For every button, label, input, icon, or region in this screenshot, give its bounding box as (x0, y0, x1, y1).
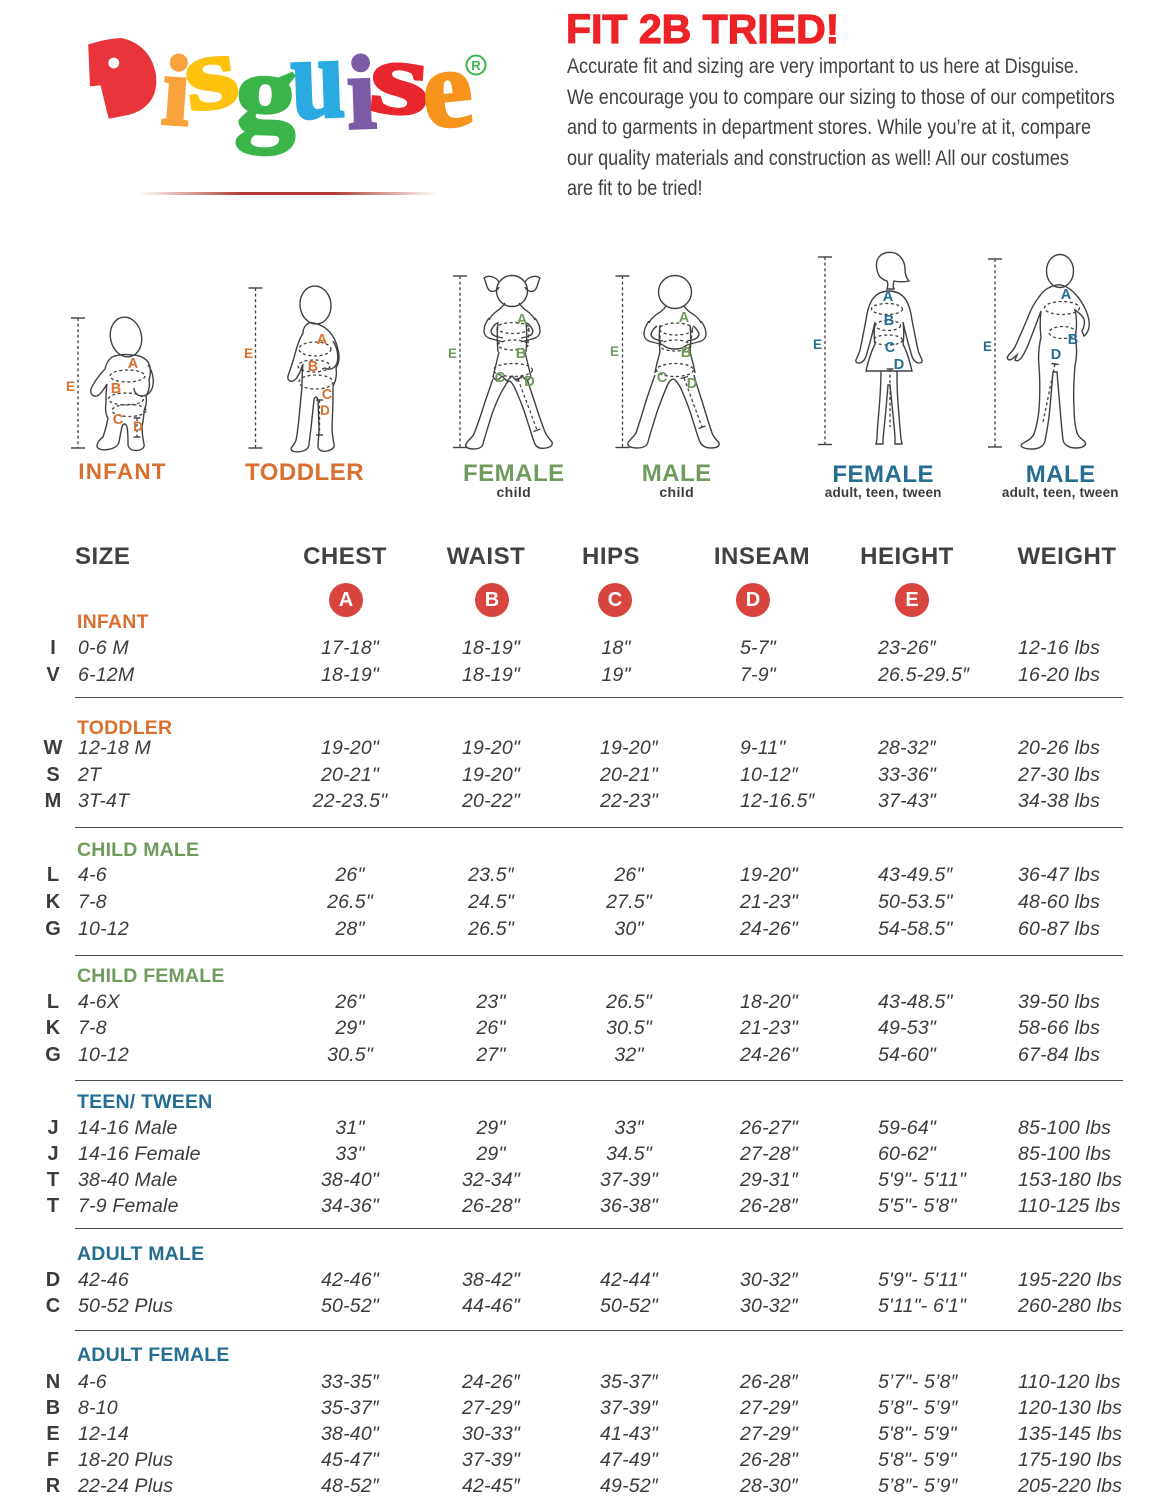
svg-text:s: s (367, 19, 434, 138)
svg-text:A: A (128, 356, 139, 372)
svg-text:A: A (883, 289, 894, 305)
svg-text:E: E (244, 346, 253, 361)
svg-text:E: E (610, 344, 619, 359)
svg-text:A: A (317, 332, 328, 348)
svg-text:C: C (657, 370, 668, 386)
svg-text:g: g (233, 30, 298, 156)
svg-text:E: E (448, 346, 457, 361)
svg-text:A: A (679, 310, 690, 326)
svg-text:u: u (288, 11, 347, 144)
svg-text:D: D (687, 376, 697, 392)
svg-text:R: R (471, 58, 481, 73)
svg-text:C: C (495, 370, 506, 386)
svg-text:D: D (133, 419, 143, 434)
svg-text:E: E (983, 339, 992, 354)
svg-text:D: D (320, 403, 330, 418)
svg-text:i: i (345, 33, 378, 151)
svg-text:B: B (1068, 332, 1078, 348)
svg-text:E: E (66, 379, 75, 394)
svg-text:D: D (1051, 347, 1061, 363)
svg-text:C: C (322, 387, 333, 403)
svg-text:E: E (813, 337, 822, 352)
svg-text:A: A (517, 312, 528, 328)
svg-text:D: D (894, 357, 904, 373)
svg-text:B: B (111, 381, 121, 397)
svg-text:B: B (516, 346, 526, 362)
svg-text:D: D (524, 374, 534, 390)
svg-text:C: C (885, 340, 896, 356)
svg-text:B: B (884, 313, 894, 329)
svg-text:B: B (308, 359, 318, 375)
svg-text:C: C (113, 412, 124, 428)
svg-text:A: A (1061, 287, 1072, 303)
svg-text:B: B (681, 345, 691, 361)
